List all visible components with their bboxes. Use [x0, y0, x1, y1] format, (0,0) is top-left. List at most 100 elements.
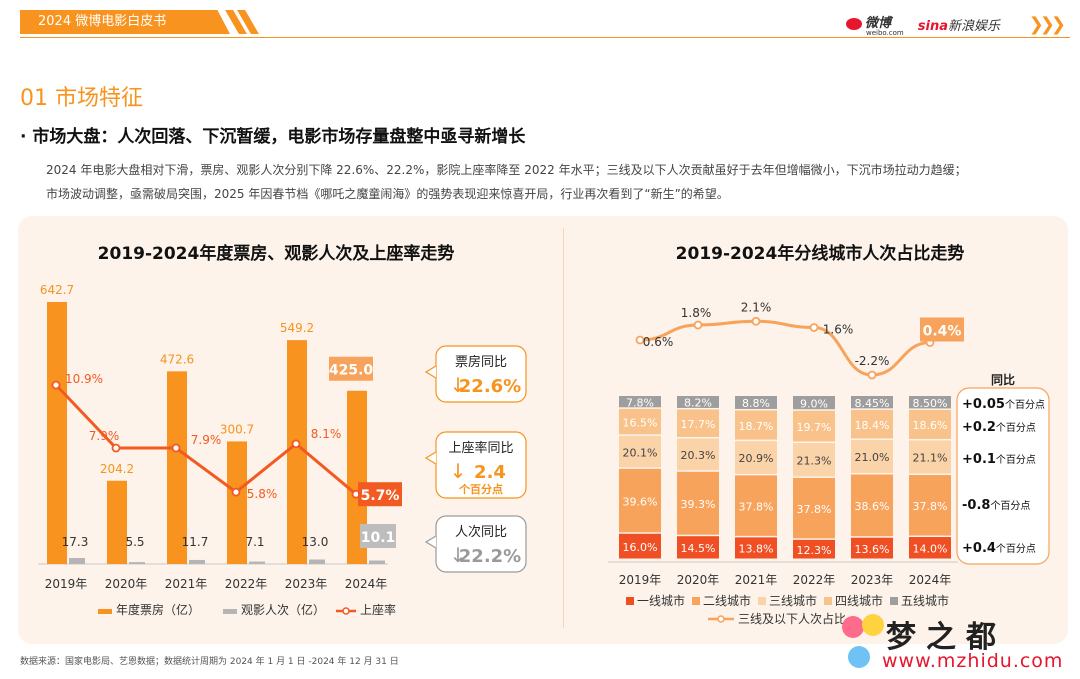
stack-segment: [909, 475, 951, 536]
data-source: 数据来源：国家电影局、艺恩数据；数据统计周期为 2024 年 1 月 1 日 -…: [20, 657, 399, 667]
stack-segment: [735, 475, 777, 536]
legend-swatch: [692, 597, 700, 605]
lower-tier-point: [867, 370, 877, 380]
segment-label: 37.8%: [797, 503, 832, 516]
segment-label: 21.0%: [855, 451, 890, 464]
legend-swatch: [342, 607, 350, 615]
segment-label: 37.8%: [913, 500, 948, 513]
legend-label: 三线及以下人次占比: [738, 611, 846, 626]
report-tag: 2024 微博电影白皮书: [20, 10, 230, 34]
segment-label: 12.3%: [797, 544, 832, 557]
audience-label: 10.1: [361, 530, 396, 546]
box-office-label: 425.0: [329, 363, 374, 379]
lower-tier-point: [751, 316, 761, 326]
segment-label: 16.5%: [623, 416, 658, 429]
callout-pointer: [424, 365, 437, 379]
x-tick-label: 2024年: [345, 577, 388, 591]
segment-label: 8.2%: [684, 397, 712, 410]
stack-segment: [619, 468, 661, 533]
audience-label: 11.7: [182, 535, 209, 549]
lower-tier-label-bg: [920, 317, 964, 342]
stack-segment: [851, 409, 893, 439]
legend-label: 观影人次（亿）: [241, 602, 325, 617]
watermark-url: www.mzhidu.com: [882, 650, 1064, 672]
weibo-eye-icon: [845, 17, 862, 30]
panel-divider: [563, 228, 564, 628]
yoy-box: [956, 387, 1050, 565]
lower-tier-point: [809, 323, 819, 332]
x-tick-label: 2023年: [285, 577, 328, 591]
down-arrow-icon: ↓: [450, 373, 467, 397]
segment-label: 14.5%: [681, 542, 716, 555]
legend-label: 四线城市: [835, 593, 883, 608]
box-office-bar: [167, 371, 187, 564]
yoy-item: +0.05个百分点: [962, 397, 1045, 412]
callout-title: 票房同比: [455, 354, 507, 370]
smiley-icon: [848, 646, 870, 668]
lower-tier-label: 1.8%: [681, 306, 712, 320]
segment-label: 20.3%: [681, 449, 716, 462]
segment-label: 8.8%: [742, 397, 770, 410]
legend-label: 三线城市: [769, 593, 817, 608]
sina-ent-logo: sina新浪娱乐: [917, 19, 1000, 34]
stack-segment: [909, 440, 951, 474]
audience-label: 7.1: [245, 535, 264, 549]
lower-tier-label: 1.6%: [823, 323, 854, 337]
segment-label: 37.8%: [739, 500, 774, 513]
lower-tier-point: [635, 335, 645, 345]
segment-label: 14.0%: [913, 543, 948, 556]
legend-label: 五线城市: [901, 593, 949, 608]
segment-label: 39.3%: [681, 498, 716, 511]
legend-label: 上座率: [360, 602, 396, 617]
segment-label: 21.3%: [797, 454, 832, 467]
segment-label: 20.9%: [739, 452, 774, 465]
segment-label: 20.1%: [623, 446, 658, 459]
legend-swatch: [223, 609, 237, 614]
stack-segment: [851, 396, 893, 409]
yoy-item: +0.2个百分点: [962, 420, 1036, 435]
stack-segment: [909, 396, 951, 409]
box-office-bar: [107, 480, 127, 564]
x-tick-label: 2022年: [225, 577, 268, 591]
stack-segment: [677, 471, 719, 535]
stack-segment: [793, 410, 835, 442]
x-tick-label: 2022年: [793, 573, 836, 587]
x-tick-label: 2021年: [735, 573, 778, 587]
segment-label: 18.4%: [855, 419, 890, 432]
stack-segment: [735, 396, 777, 409]
chart-title: 2019-2024年分线城市人次占比走势: [676, 243, 965, 264]
segment-label: 8.45%: [855, 397, 890, 410]
lower-tier-label: 0.4%: [923, 324, 962, 340]
stack-segment: [677, 438, 719, 471]
stack-segment: [677, 536, 719, 559]
smiley-icon: [842, 616, 864, 638]
box-office-chart: 2019-2024年度票房、观影人次及上座率走势 642.7 17.3 2019年 20…: [38, 243, 527, 617]
box-office-label: 204.2: [100, 462, 134, 476]
audience-bar: [129, 562, 145, 564]
weibo-logo: 微博 weibo.com: [845, 12, 904, 37]
stack-segment: [793, 539, 835, 559]
segment-label: 8.50%: [913, 397, 948, 410]
legend-swatch: [98, 609, 112, 614]
callout-box: [435, 431, 527, 499]
callout-unit: 个百分点: [458, 482, 503, 496]
callout-value: 22.6%: [459, 376, 521, 397]
stack-segment: [851, 537, 893, 559]
callout-title: 人次同比: [455, 524, 507, 540]
audience-label-bg: [360, 524, 396, 548]
watermark-text: 梦之都: [886, 620, 1006, 655]
x-tick-label: 2020年: [677, 573, 720, 587]
city-tier-chart: 2019-2024年分线城市人次占比走势 16.0% 39.6% 20.1% 16.5%…: [608, 243, 1050, 626]
callout-pointer: [424, 451, 437, 465]
stack-segment: [619, 408, 661, 435]
occupancy-label: 8.1%: [311, 427, 342, 441]
audience-label: 5.5: [125, 535, 144, 549]
stack-segment: [851, 474, 893, 537]
legend-swatch: [824, 597, 832, 605]
segment-label: 18.6%: [913, 419, 948, 432]
legend-swatch: [626, 597, 634, 605]
lower-tier-label: 0.6%: [643, 335, 674, 349]
box-office-bar: [287, 340, 307, 564]
occupancy-label: 7.9%: [191, 433, 222, 447]
occupancy-line: [54, 383, 357, 496]
